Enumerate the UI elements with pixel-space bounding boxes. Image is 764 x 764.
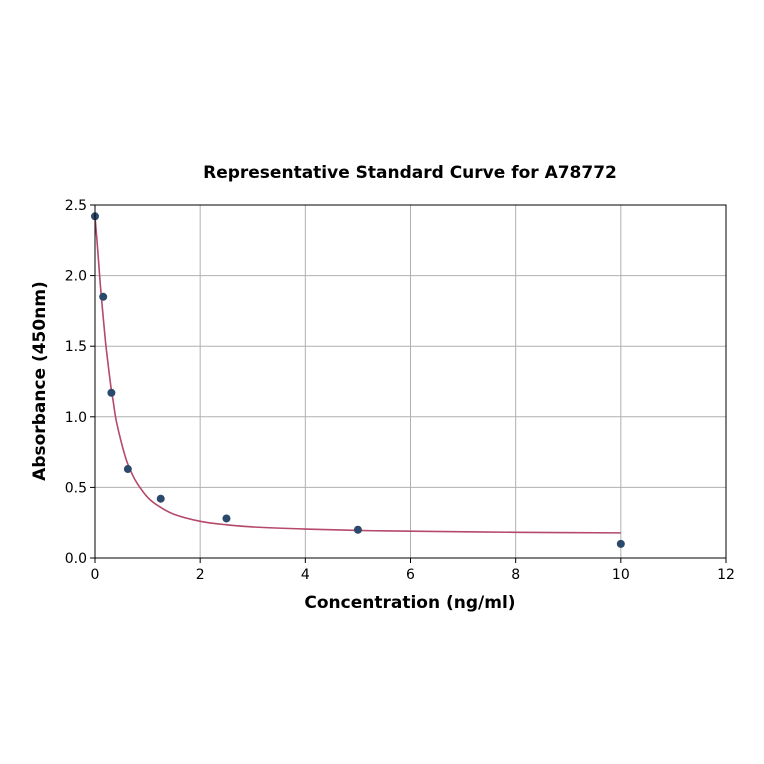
data-point bbox=[616, 539, 625, 548]
grid-layer bbox=[94, 204, 727, 559]
ticks-layer: 0 2 4 6 8 10 12 0.0 0.5 1.0 1.5 2.0 2.5 bbox=[65, 198, 735, 583]
x-tick-label: 12 bbox=[717, 567, 735, 583]
x-tick-label: 0 bbox=[91, 567, 100, 583]
x-tick-label: 4 bbox=[301, 567, 310, 583]
data-point bbox=[353, 525, 362, 534]
curve-layer bbox=[94, 216, 621, 534]
x-tick-label: 6 bbox=[406, 567, 415, 583]
y-tick-label: 2.5 bbox=[65, 198, 87, 214]
y-tick-label: 1.0 bbox=[65, 410, 87, 426]
data-point bbox=[123, 465, 132, 474]
x-tick-label: 2 bbox=[196, 567, 205, 583]
x-axis-label: Concentration (ng/ml) bbox=[304, 593, 515, 613]
data-point bbox=[156, 494, 165, 503]
chart-title: Representative Standard Curve for A78772 bbox=[203, 163, 617, 183]
y-tick-label: 0.0 bbox=[65, 551, 87, 567]
y-tick-label: 2.0 bbox=[65, 269, 87, 285]
x-tick-label: 10 bbox=[612, 567, 630, 583]
y-axis-label: Absorbance (450nm) bbox=[30, 281, 50, 481]
fit-curve-line bbox=[94, 216, 621, 534]
points-layer bbox=[91, 212, 625, 548]
data-point bbox=[107, 388, 116, 397]
y-tick-label: 0.5 bbox=[65, 480, 87, 496]
x-tick-label: 8 bbox=[511, 567, 520, 583]
data-point bbox=[99, 292, 108, 301]
y-tick-label: 1.5 bbox=[65, 339, 87, 355]
data-point bbox=[222, 514, 231, 523]
